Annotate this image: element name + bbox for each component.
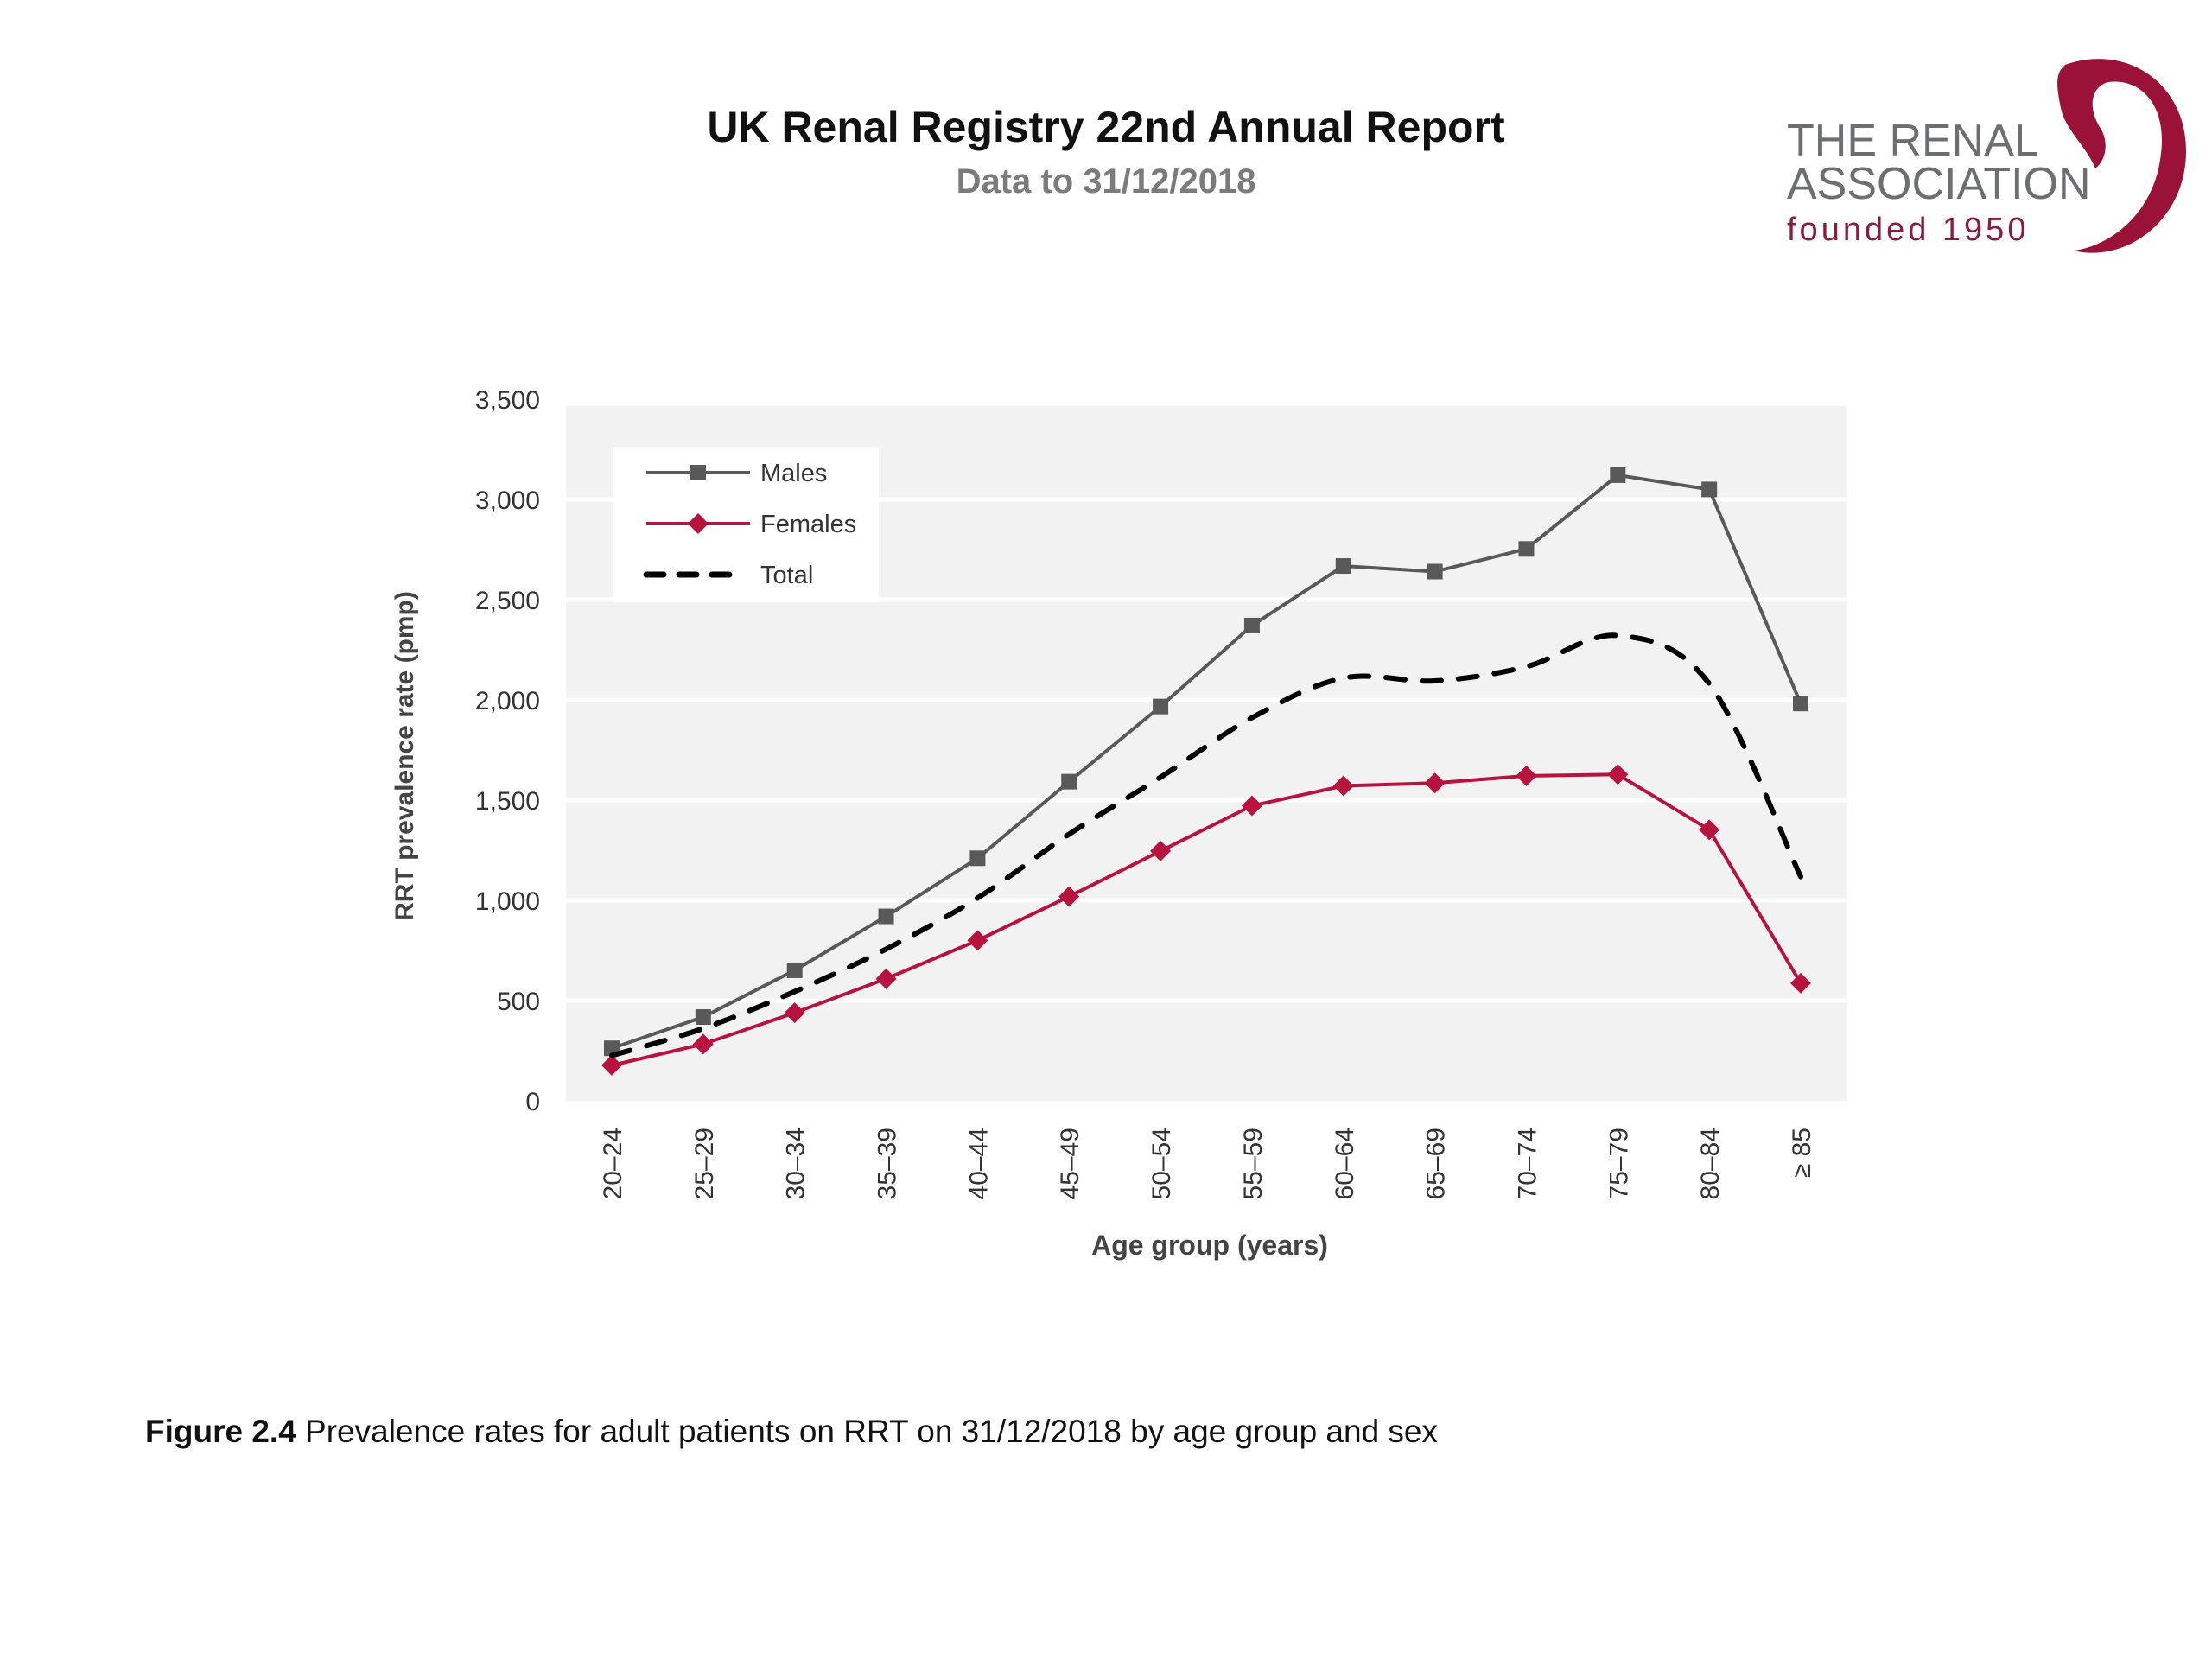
males-point bbox=[1610, 467, 1626, 483]
females-point bbox=[1150, 840, 1172, 861]
legend-item-total: Total bbox=[643, 562, 813, 589]
y-tick-label: 0 bbox=[525, 1088, 540, 1116]
y-tick-label: 1,500 bbox=[475, 787, 540, 816]
females-point bbox=[1424, 772, 1446, 794]
males-point bbox=[1243, 617, 1260, 633]
x-tick-label: 60–64 bbox=[1331, 1128, 1359, 1199]
figure-label: Figure 2.4 bbox=[145, 1414, 296, 1449]
females-point bbox=[1332, 775, 1354, 797]
y-tick-label: 1,000 bbox=[475, 887, 540, 916]
series-females bbox=[601, 764, 1811, 1076]
males-point bbox=[1518, 541, 1535, 557]
x-tick-label: 80–84 bbox=[1696, 1128, 1725, 1199]
legend-label: Males bbox=[760, 460, 827, 487]
females-point bbox=[601, 1054, 622, 1076]
x-tick-label: 35–39 bbox=[874, 1128, 902, 1199]
males-point bbox=[1701, 481, 1718, 498]
renal-association-logo: THE RENAL ASSOCIATION founded 1950 bbox=[1780, 48, 2186, 264]
report-title: UK Renal Registry 22nd Annual Report bbox=[707, 103, 1505, 151]
males-point bbox=[1061, 773, 1077, 790]
legend-item-males: Males bbox=[646, 460, 827, 487]
x-tick-label: 30–34 bbox=[782, 1128, 810, 1199]
y-axis-label: RRT prevalence rate (pmp) bbox=[391, 591, 419, 921]
figure-caption: Figure 2.4 Prevalence rates for adult pa… bbox=[145, 1414, 1438, 1450]
males-point bbox=[1153, 698, 1169, 715]
figure-caption-text: Prevalence rates for adult patients on R… bbox=[296, 1414, 1439, 1449]
males-point bbox=[969, 850, 986, 867]
legend-label: Females bbox=[760, 511, 856, 538]
x-tick-label: ≥ 85 bbox=[1788, 1128, 1816, 1178]
males-point bbox=[1427, 563, 1443, 580]
y-tick-label: 3,000 bbox=[475, 486, 540, 515]
females-point bbox=[692, 1033, 714, 1055]
males-point bbox=[1335, 558, 1351, 575]
males-point bbox=[695, 1009, 711, 1026]
prevalence-line-chart: 0 500 1,000 1,500 2,000 2,500 3,000 3,500 20–24… bbox=[391, 386, 1847, 1261]
y-tick-label: 500 bbox=[497, 988, 540, 1016]
x-tick-label: 75–79 bbox=[1605, 1128, 1633, 1199]
x-tick-label: 50–54 bbox=[1147, 1128, 1176, 1199]
males-point bbox=[690, 465, 706, 480]
x-tick-label: 70–74 bbox=[1513, 1128, 1541, 1199]
males-point bbox=[878, 908, 894, 925]
x-axis-label: Age group (years) bbox=[1091, 1230, 1328, 1261]
y-tick-label: 3,500 bbox=[475, 386, 540, 415]
females-point bbox=[1607, 764, 1629, 785]
males-point bbox=[1793, 696, 1808, 712]
report-subtitle: Data to 31/12/2018 bbox=[956, 162, 1256, 200]
x-tick-label: 20–24 bbox=[599, 1128, 627, 1199]
females-point bbox=[1058, 886, 1080, 907]
logo-line3: founded 1950 bbox=[1787, 212, 2030, 248]
y-tick-label: 2,500 bbox=[475, 587, 540, 615]
x-tick-label: 25–29 bbox=[690, 1128, 719, 1199]
x-tick-label: 40–44 bbox=[964, 1128, 993, 1199]
females-point bbox=[1516, 765, 1537, 786]
series-males bbox=[604, 467, 1808, 1057]
females-point bbox=[1241, 795, 1262, 817]
legend-item-females: Females bbox=[646, 511, 856, 538]
females-point bbox=[688, 513, 709, 534]
females-point bbox=[967, 930, 988, 951]
kidney-swoosh-icon bbox=[2057, 59, 2186, 253]
x-tick-label: 55–59 bbox=[1239, 1128, 1268, 1199]
males-line bbox=[611, 473, 1802, 1051]
females-point bbox=[875, 968, 897, 989]
females-point bbox=[784, 1002, 805, 1024]
females-point bbox=[1790, 972, 1811, 994]
females-line bbox=[611, 772, 1802, 1067]
y-tick-label: 2,000 bbox=[475, 687, 540, 715]
series-total bbox=[609, 632, 1803, 1058]
x-tick-label: 65–69 bbox=[1422, 1128, 1451, 1199]
males-point bbox=[786, 962, 803, 978]
legend-label: Total bbox=[760, 562, 813, 589]
total-line bbox=[609, 632, 1803, 1058]
logo-line1: THE RENAL bbox=[1787, 116, 2039, 166]
logo-line2: ASSOCIATION bbox=[1787, 159, 2091, 209]
females-point bbox=[1699, 819, 1720, 841]
x-tick-label: 45–49 bbox=[1056, 1128, 1084, 1199]
